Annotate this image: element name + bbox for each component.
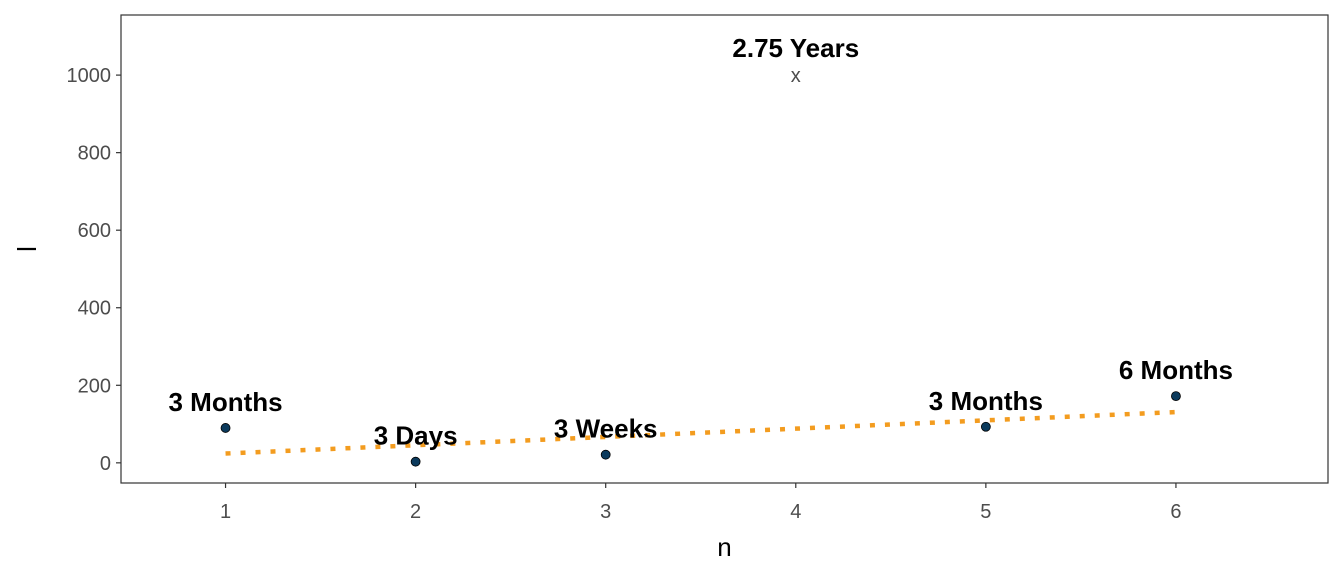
y-tick-label: 600: [78, 220, 111, 242]
point-label: 6 Months: [1119, 355, 1233, 385]
y-tick-label: 400: [78, 298, 111, 320]
x-tick-label: 4: [790, 501, 801, 523]
y-axis-title: l: [12, 246, 42, 252]
y-tick-label: 1000: [67, 65, 112, 87]
data-point: [980, 421, 991, 432]
trend-line: [225, 409, 1177, 456]
point-label: 3 Months: [929, 386, 1043, 416]
x-tick-label: 6: [1170, 501, 1181, 523]
data-point: [410, 456, 421, 467]
point-label: 3 Weeks: [554, 414, 658, 444]
point-label: 3 Days: [374, 421, 458, 451]
data-points: x: [220, 65, 1181, 467]
x-tick-label: 3: [600, 501, 611, 523]
x-axis-title: n: [717, 532, 731, 562]
x-tick-label: 1: [220, 501, 231, 523]
x-axis: 1 2 3 4 5 6: [220, 483, 1181, 523]
x-tick-label: 5: [980, 501, 991, 523]
x-tick-label: 2: [410, 501, 421, 523]
data-point: [600, 449, 611, 460]
y-axis: 0 200 400 600 800 1000: [67, 65, 121, 475]
point-labels: 3 Months 3 Days 3 Weeks 3 Months 6 Months 2.7…: [168, 33, 1233, 451]
data-point: [220, 423, 231, 433]
panel-border: [120, 14, 1329, 484]
outlier-label: 2.75 Years: [732, 33, 859, 63]
y-tick-label: 800: [78, 143, 111, 165]
point-label: 3 Months: [168, 387, 282, 417]
y-tick-label: 0: [100, 453, 111, 475]
data-point: [1171, 391, 1181, 402]
y-tick-label: 200: [78, 375, 111, 397]
outlier-x-marker: x: [791, 65, 801, 87]
